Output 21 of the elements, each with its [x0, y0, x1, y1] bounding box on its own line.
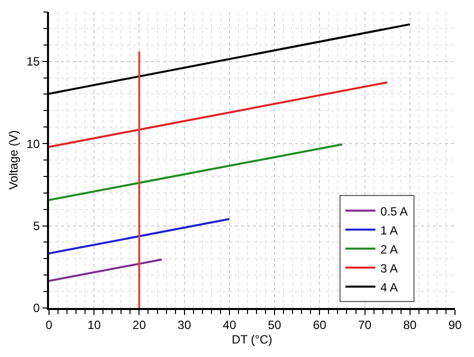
x-tick-label: 80 [403, 318, 417, 332]
y-tick-label: 10 [26, 136, 40, 151]
x-tick-label: 70 [358, 318, 372, 332]
legend-label: 1 A [380, 223, 398, 238]
legend-label: 3 A [380, 261, 398, 276]
x-tick-label: 30 [178, 318, 192, 332]
x-tick-label: 0 [46, 318, 53, 332]
y-axis-title: Voltage (V) [6, 130, 20, 190]
x-tick-label: 50 [268, 318, 282, 332]
legend-label: 0.5 A [380, 204, 408, 218]
x-tick-label: 10 [87, 318, 102, 332]
y-tick-label: 15 [26, 54, 40, 69]
x-tick-label: 60 [312, 318, 327, 332]
x-tick-label: 20 [132, 318, 146, 332]
y-tick-label: 0 [33, 301, 40, 316]
legend-label: 4 A [380, 280, 398, 294]
legend-label: 2 A [380, 242, 398, 256]
y-tick-label: 5 [33, 218, 40, 233]
x-axis-title: DT (°C) [232, 332, 272, 347]
x-tick-label: 40 [222, 318, 236, 332]
x-tick-label: 90 [448, 318, 462, 332]
